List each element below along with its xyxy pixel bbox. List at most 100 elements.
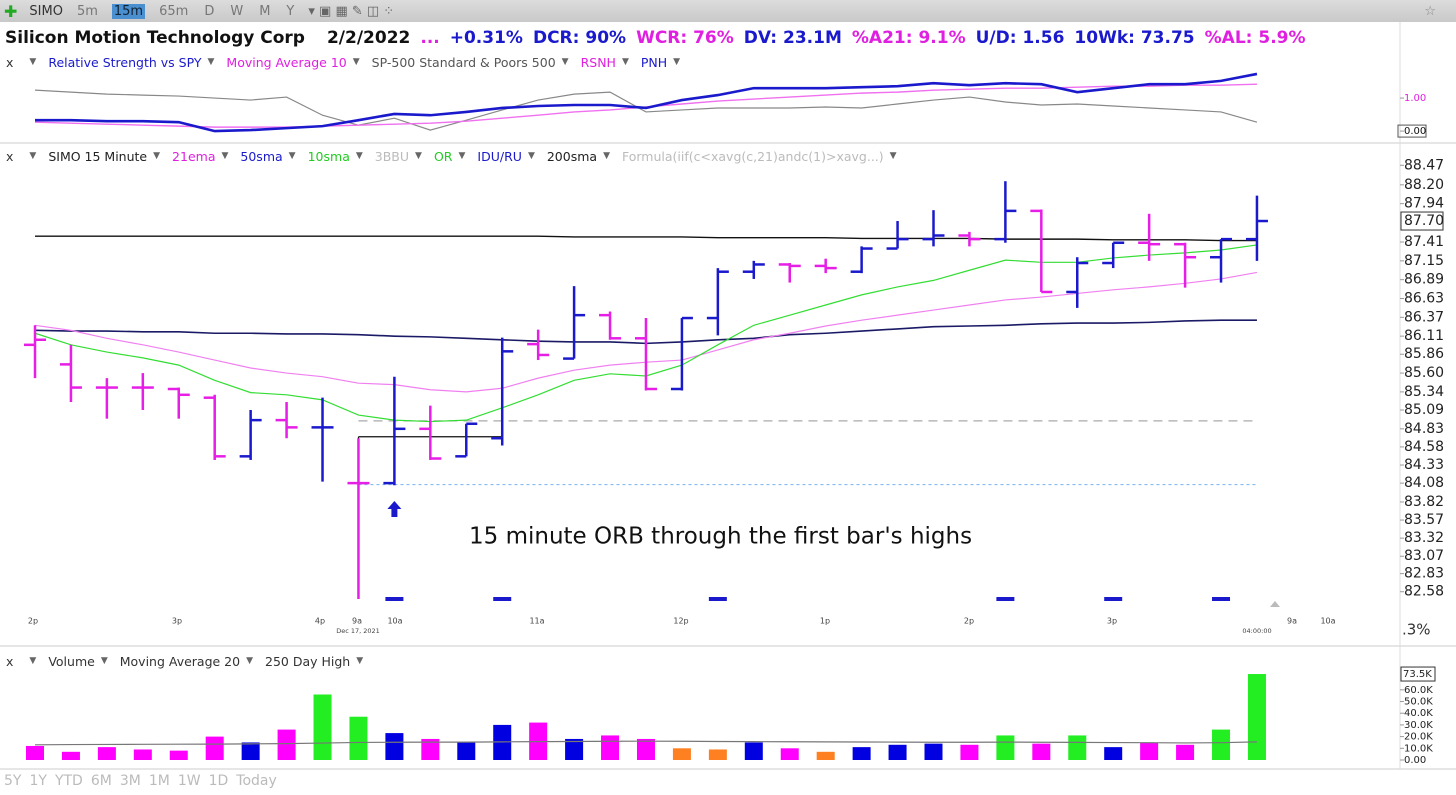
- settings-arrow: ▼: [889, 151, 897, 161]
- legend-item[interactable]: 50sma: [240, 148, 283, 164]
- range-button[interactable]: 1W: [177, 773, 201, 789]
- volume-bar: [349, 716, 368, 760]
- volume-bar: [816, 751, 835, 760]
- timeframe-button[interactable]: 65m: [159, 3, 189, 19]
- volume-bar: [241, 742, 260, 760]
- legend-item[interactable]: 250 Day High: [265, 653, 351, 669]
- signal-marker: [493, 597, 512, 601]
- range-button[interactable]: Today: [236, 773, 277, 789]
- range-buttons: 5Y 1Y YTD 6M 3M 1M 1W 1D Today: [0, 771, 277, 791]
- legend-item[interactable]: IDU/RU: [477, 148, 522, 164]
- rs-line: [34, 89, 1258, 131]
- legend-item[interactable]: Volume: [48, 653, 95, 669]
- annotation: 15 minute ORB through the first bar's hi…: [469, 524, 972, 550]
- volume-bar: [385, 733, 404, 760]
- legend-item[interactable]: 21ema: [172, 148, 216, 164]
- volume-bar: [852, 747, 871, 760]
- indicator-line: [34, 319, 1257, 345]
- volume-bar: [1247, 674, 1266, 760]
- timeframe-button[interactable]: D: [204, 3, 215, 19]
- legend-item[interactable]: Moving Average 20: [119, 653, 241, 669]
- settings-arrow: ▼: [527, 151, 535, 161]
- y-tick-label: 84.83: [1404, 421, 1444, 437]
- stat: 10Wk: 73.75: [1074, 28, 1195, 48]
- timeframe-button[interactable]: 15m: [111, 3, 146, 19]
- company-name: Silicon Motion Technology Corp: [5, 28, 305, 48]
- legend-item[interactable]: PNH: [640, 54, 668, 70]
- legend-item[interactable]: 200sma: [546, 148, 598, 164]
- x-tick-label: 2p: [28, 617, 38, 626]
- settings-arrow: ▼: [458, 151, 466, 161]
- signal-marker: [708, 597, 727, 601]
- volume-bar: [744, 742, 763, 760]
- legend-item[interactable]: RSNH: [580, 54, 616, 70]
- x-tick-label: 9a: [1287, 617, 1297, 626]
- settings-arrow: ▼: [356, 656, 364, 666]
- close-button[interactable]: x: [6, 148, 14, 164]
- star[interactable]: ☆: [1424, 3, 1436, 19]
- range-button[interactable]: 1D: [208, 773, 229, 789]
- x-tick-label: 2p: [964, 617, 974, 626]
- legend-item[interactable]: SIMO 15 Minute: [48, 148, 148, 164]
- indicator-line: [35, 235, 1257, 242]
- volume-bar: [636, 738, 655, 760]
- range-button[interactable]: YTD: [54, 773, 83, 789]
- timeframe-button[interactable]: M: [259, 3, 271, 19]
- settings-arrow: ▼: [100, 656, 108, 666]
- y-tick-label: 87.94: [1404, 196, 1444, 212]
- legend-item[interactable]: Moving Average 10: [226, 54, 347, 70]
- y-tick-label: 0.00: [1404, 126, 1426, 137]
- volume-bar: [61, 751, 80, 760]
- signal-marker: [1104, 597, 1123, 601]
- toolbar: ✚ SIMO 5m 15m 65m D W M Y ▾ ▣ ▦ ✎ ◫ ⁘ ☆: [0, 0, 1456, 22]
- volume-bar: [493, 724, 512, 760]
- settings-arrow: ▼: [288, 151, 296, 161]
- timeframe-button[interactable]: Y: [286, 3, 295, 19]
- legend-item[interactable]: Relative Strength vs SPY: [48, 54, 202, 70]
- legend-item[interactable]: 10sma: [307, 148, 350, 164]
- volume-bar: [133, 749, 152, 760]
- stat: %AL: 5.9%: [1204, 28, 1306, 48]
- timeframe-button[interactable]: 5m: [76, 3, 98, 19]
- legend-item[interactable]: SP-500 Standard & Poors 500: [371, 54, 556, 70]
- stat: U/D: 1.56: [975, 28, 1065, 48]
- volume-bar: [1212, 729, 1231, 760]
- legend-item[interactable]: 3BBU: [374, 148, 410, 164]
- range-button[interactable]: 6M: [90, 773, 112, 789]
- y-tick-label: 1.00: [1404, 93, 1426, 104]
- symbol[interactable]: SIMO: [29, 3, 63, 19]
- y-tick-label: 50.0K: [1404, 697, 1433, 708]
- settings-arrow: ▼: [29, 151, 37, 161]
- volume-bar: [888, 744, 907, 760]
- volume-bar: [672, 748, 691, 760]
- volume-bar: [277, 729, 296, 760]
- range-button[interactable]: 5Y: [4, 773, 22, 789]
- volume-bar: [1032, 743, 1051, 760]
- settings-arrow: ▼: [603, 151, 610, 161]
- volume-bar: [708, 749, 727, 760]
- close-button[interactable]: x: [6, 54, 14, 70]
- stat: %A21: 9.1%: [851, 28, 966, 48]
- y-tick-label: 10.0K: [1404, 743, 1433, 754]
- range-button[interactable]: 1M: [148, 773, 170, 789]
- close-button[interactable]: x: [6, 653, 14, 669]
- signal-marker: [385, 597, 404, 601]
- y-tick-label: 86.11: [1404, 328, 1444, 344]
- scroll-arrow: [1270, 601, 1280, 607]
- y-tick-label: 82.58: [1404, 584, 1444, 600]
- legend-item[interactable]: OR: [433, 148, 453, 164]
- timeframe-button[interactable]: W: [230, 3, 244, 19]
- price-legend: x ▼ SIMO 15 Minute ▼ 21ema ▼ 50sma ▼ 10sma ▼ 3BBU ▼…: [0, 147, 903, 165]
- add-icon[interactable]: ✚: [4, 1, 18, 21]
- range-button[interactable]: 3M: [119, 773, 141, 789]
- last-price-label: 87.70: [1404, 213, 1444, 229]
- last-volume-box: [1400, 666, 1436, 682]
- volume-bar: [960, 744, 979, 760]
- y-tick-label: 82.83: [1404, 566, 1444, 582]
- y-tick-label: 84.58: [1404, 439, 1444, 455]
- y-tick-label: 87.41: [1404, 234, 1444, 250]
- range-button[interactable]: 1Y: [29, 773, 47, 789]
- date: 2/2/2022: [326, 28, 411, 48]
- legend-item[interactable]: Formula(iif(c<xavg(c,21)andc(1)>xavg...): [622, 148, 884, 164]
- rs-line: [34, 83, 1257, 128]
